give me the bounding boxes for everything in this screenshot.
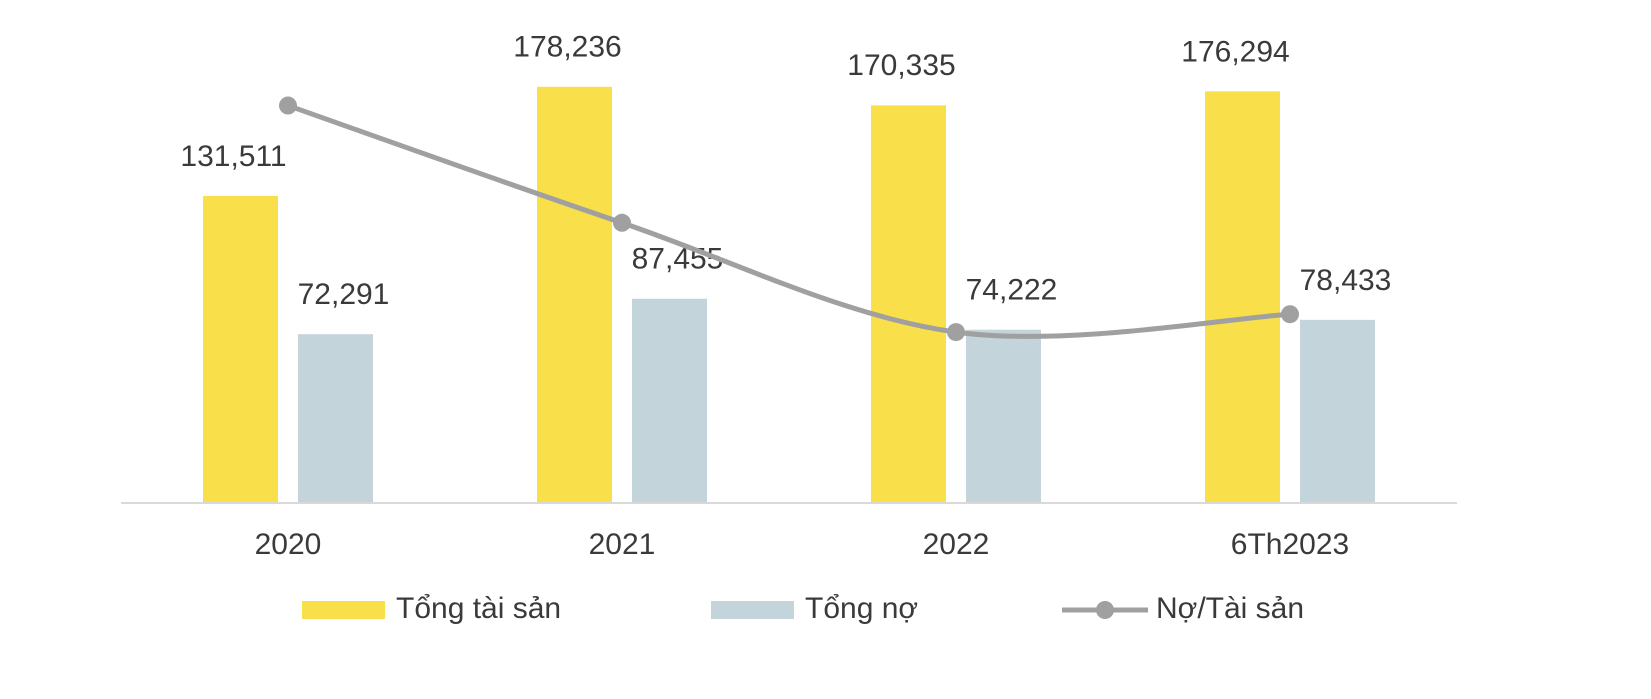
- bar: [1300, 319, 1375, 503]
- value-label: 74,222: [966, 274, 1058, 307]
- line-point: [947, 323, 965, 342]
- value-label: 178,236: [513, 31, 621, 64]
- value-label: 87,455: [632, 243, 724, 276]
- bar: [632, 298, 707, 503]
- value-label: 170,335: [847, 49, 955, 82]
- bar: [298, 334, 373, 503]
- legend-label: Tổng tài sản: [396, 592, 561, 625]
- x-tick-label: 2022: [923, 528, 990, 561]
- value-label: 78,433: [1300, 264, 1392, 297]
- value-label: 72,291: [298, 278, 390, 311]
- x-tick-label: 2020: [255, 528, 322, 561]
- value-label: 176,294: [1181, 35, 1289, 68]
- legend-swatch: [1096, 601, 1114, 619]
- legend-label: Tổng nợ: [805, 592, 918, 625]
- legend-swatch: [711, 601, 794, 619]
- line-point: [613, 213, 631, 232]
- bar: [871, 105, 946, 504]
- x-tick-label: 2021: [589, 528, 656, 561]
- bar: [1205, 91, 1280, 503]
- line-point: [279, 96, 297, 115]
- line: [287, 103, 1291, 339]
- value-label: 131,511: [180, 140, 286, 173]
- bar: [966, 329, 1041, 503]
- line-point: [1281, 305, 1299, 324]
- legend-label: Nợ/Tài sản: [1156, 592, 1304, 625]
- legend-swatch: [302, 601, 385, 619]
- x-tick-label: 6Th2023: [1231, 528, 1349, 561]
- bar: [537, 86, 612, 503]
- bar: [203, 195, 278, 503]
